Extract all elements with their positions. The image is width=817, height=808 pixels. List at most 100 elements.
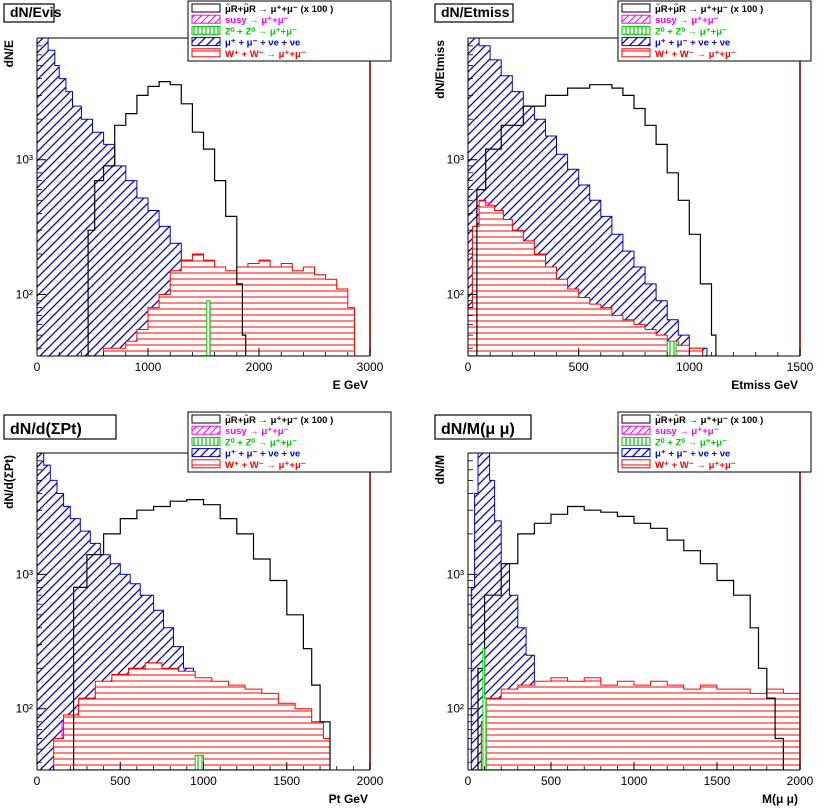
legend-box (187, 411, 392, 473)
series-zz (660, 340, 677, 356)
histogram-panel-evis: 0 1000 2000 3000 10² 10³ dN/Evis dN/E E GeV μ̃R+μ… (2, 0, 392, 392)
series-ww (468, 199, 704, 356)
y-tick-label: 10² (447, 288, 464, 302)
histogram-panel-pt: 0 500 1000 1500 2000 10² 10³ dN/d(ΣPt) dN/d(ΣPt)… (2, 411, 392, 806)
legend-label-susy: susy → μ⁺+μ⁻ (655, 426, 719, 437)
panel-title: dN/M(μ μ) (441, 421, 515, 438)
legend-swatch-ww (191, 459, 221, 469)
y-tick-label: 10² (16, 702, 33, 716)
legend-label-signal: μ̃R+μ̃R → μ⁺+μ⁻ (x 100 ) (655, 3, 763, 15)
x-tick-label: 3000 (357, 360, 384, 374)
y-tick-label: 10³ (447, 567, 464, 581)
legend-swatch-ww (191, 48, 221, 58)
panel-title: dN/Evis (10, 4, 62, 20)
x-tick-label: 2000 (357, 774, 384, 788)
y-axis-label: dN/E (2, 40, 16, 67)
x-tick-label: 0 (34, 360, 41, 374)
legend-swatch-signal (621, 3, 651, 13)
x-tick-label: 1500 (704, 774, 731, 788)
y-tick-label: 10³ (16, 153, 33, 167)
legend-swatch-ww (621, 459, 651, 469)
legend: μ̃R+μ̃R → μ⁺+μ⁻ (x 100 )susy → μ⁺+μ⁻Z⁰ +… (187, 0, 392, 62)
x-axis-label: Pt GeV (329, 792, 368, 806)
x-tick-label: 1000 (190, 774, 217, 788)
x-tick-label: 1500 (273, 774, 300, 788)
panel-title-box (3, 414, 117, 440)
x-axis-label: E GeV (333, 378, 368, 392)
x-tick-label: 1500 (787, 360, 814, 374)
histogram-panel-etmiss: 0 500 1000 1500 10² 10³ dN/Etmiss dN/Etmiss Etmi… (433, 0, 814, 392)
legend-label-zz: Z⁰ + Z⁰ → μ⁺+μ⁻ (225, 437, 297, 448)
legend-swatch-ww_nu (191, 37, 221, 47)
legend-label-zz: Z⁰ + Z⁰ → μ⁺+μ⁻ (655, 26, 727, 37)
series-zz (186, 754, 204, 770)
legend-label-ww_nu: μ⁺ + μ⁻ + νe + νe (655, 449, 730, 460)
x-tick-label: 1000 (621, 774, 648, 788)
x-tick-label: 0 (34, 774, 41, 788)
legend-label-susy: susy → μ⁺+μ⁻ (225, 426, 289, 437)
x-tick-label: 500 (110, 774, 130, 788)
legend-swatch-ww_nu (621, 448, 651, 458)
x-tick-label: 0 (465, 774, 472, 788)
legend-swatch-susy (621, 14, 651, 24)
legend-swatch-ww (621, 48, 651, 58)
series-signal (468, 84, 717, 356)
series-signal (67, 499, 331, 770)
legend-label-signal: μ̃R+μ̃R → μ⁺+μ⁻ (x 100 ) (225, 414, 333, 426)
y-tick-label: 10² (16, 288, 33, 302)
legend-swatch-signal (621, 414, 651, 424)
legend-label-ww_nu: μ⁺ + μ⁻ + νe + νe (225, 38, 300, 49)
panel-title: dN/Etmiss (441, 4, 510, 20)
legend-swatch-zz (191, 436, 221, 446)
legend-swatch-susy (191, 14, 221, 24)
panel-title-box (434, 414, 532, 440)
x-axis-label: M(μ μ) (762, 792, 798, 806)
y-axis-label: dN/M (433, 455, 447, 484)
legend-label-zz: Z⁰ + Z⁰ → μ⁺+μ⁻ (655, 437, 727, 448)
legend-label-susy: susy → μ⁺+μ⁻ (225, 15, 289, 26)
series-signal (83, 81, 247, 356)
legend-swatch-zz (621, 436, 651, 446)
histogram-panel-mmumu: 0 500 1000 1500 2000 10² 10³ dN/M(μ μ) dN/M M(μ μ… (433, 411, 814, 806)
legend-label-ww: W⁺ + W⁻ → μ⁺+μ⁻ (655, 49, 736, 60)
panel-title-box (434, 3, 514, 23)
x-tick-label: 500 (541, 774, 561, 788)
x-tick-label: 2000 (787, 774, 814, 788)
legend-label-ww: W⁺ + W⁻ → μ⁺+μ⁻ (655, 460, 736, 471)
legend-label-susy: susy → μ⁺+μ⁻ (655, 15, 719, 26)
legend-label-signal: μ̃R+μ̃R → μ⁺+μ⁻ (x 100 ) (225, 3, 333, 15)
legend-swatch-ww_nu (191, 448, 221, 458)
legend-label-zz: Z⁰ + Z⁰ → μ⁺+μ⁻ (225, 26, 297, 37)
legend-box (187, 0, 392, 62)
y-axis-label: dN/d(ΣPt) (2, 455, 16, 509)
legend: μ̃R+μ̃R → μ⁺+μ⁻ (x 100 )susy → μ⁺+μ⁻Z⁰ +… (617, 0, 812, 62)
legend-label-ww_nu: μ⁺ + μ⁻ + νe + νe (225, 449, 300, 460)
y-tick-label: 10³ (16, 567, 33, 581)
legend-label-signal: μ̃R+μ̃R → μ⁺+μ⁻ (x 100 ) (655, 414, 763, 426)
x-tick-label: 0 (465, 360, 472, 374)
series-ww (47, 662, 331, 770)
legend-label-ww_nu: μ⁺ + μ⁻ + νe + νe (655, 38, 730, 49)
x-tick-label: 1000 (676, 360, 703, 374)
panel-title: dN/d(ΣPt) (10, 421, 82, 438)
series-ww (474, 677, 800, 770)
legend-swatch-signal (191, 3, 221, 13)
series-zz (481, 648, 487, 770)
y-tick-label: 10² (447, 702, 464, 716)
legend-swatch-zz (191, 25, 221, 35)
x-tick-label: 500 (569, 360, 589, 374)
legend: μ̃R+μ̃R → μ⁺+μ⁻ (x 100 )susy → μ⁺+μ⁻Z⁰ +… (617, 411, 812, 473)
x-tick-label: 1000 (135, 360, 162, 374)
legend-swatch-susy (621, 425, 651, 435)
legend-swatch-ww_nu (621, 37, 651, 47)
legend: μ̃R+μ̃R → μ⁺+μ⁻ (x 100 )susy → μ⁺+μ⁻Z⁰ +… (187, 411, 392, 473)
legend-label-ww: W⁺ + W⁻ → μ⁺+μ⁻ (225, 460, 306, 471)
legend-swatch-signal (191, 414, 221, 424)
x-tick-label: 2000 (246, 360, 273, 374)
panel-title-box (3, 3, 55, 23)
y-tick-label: 10³ (447, 153, 464, 167)
series-zz (204, 300, 211, 356)
legend-swatch-susy (191, 425, 221, 435)
legend-swatch-zz (621, 25, 651, 35)
